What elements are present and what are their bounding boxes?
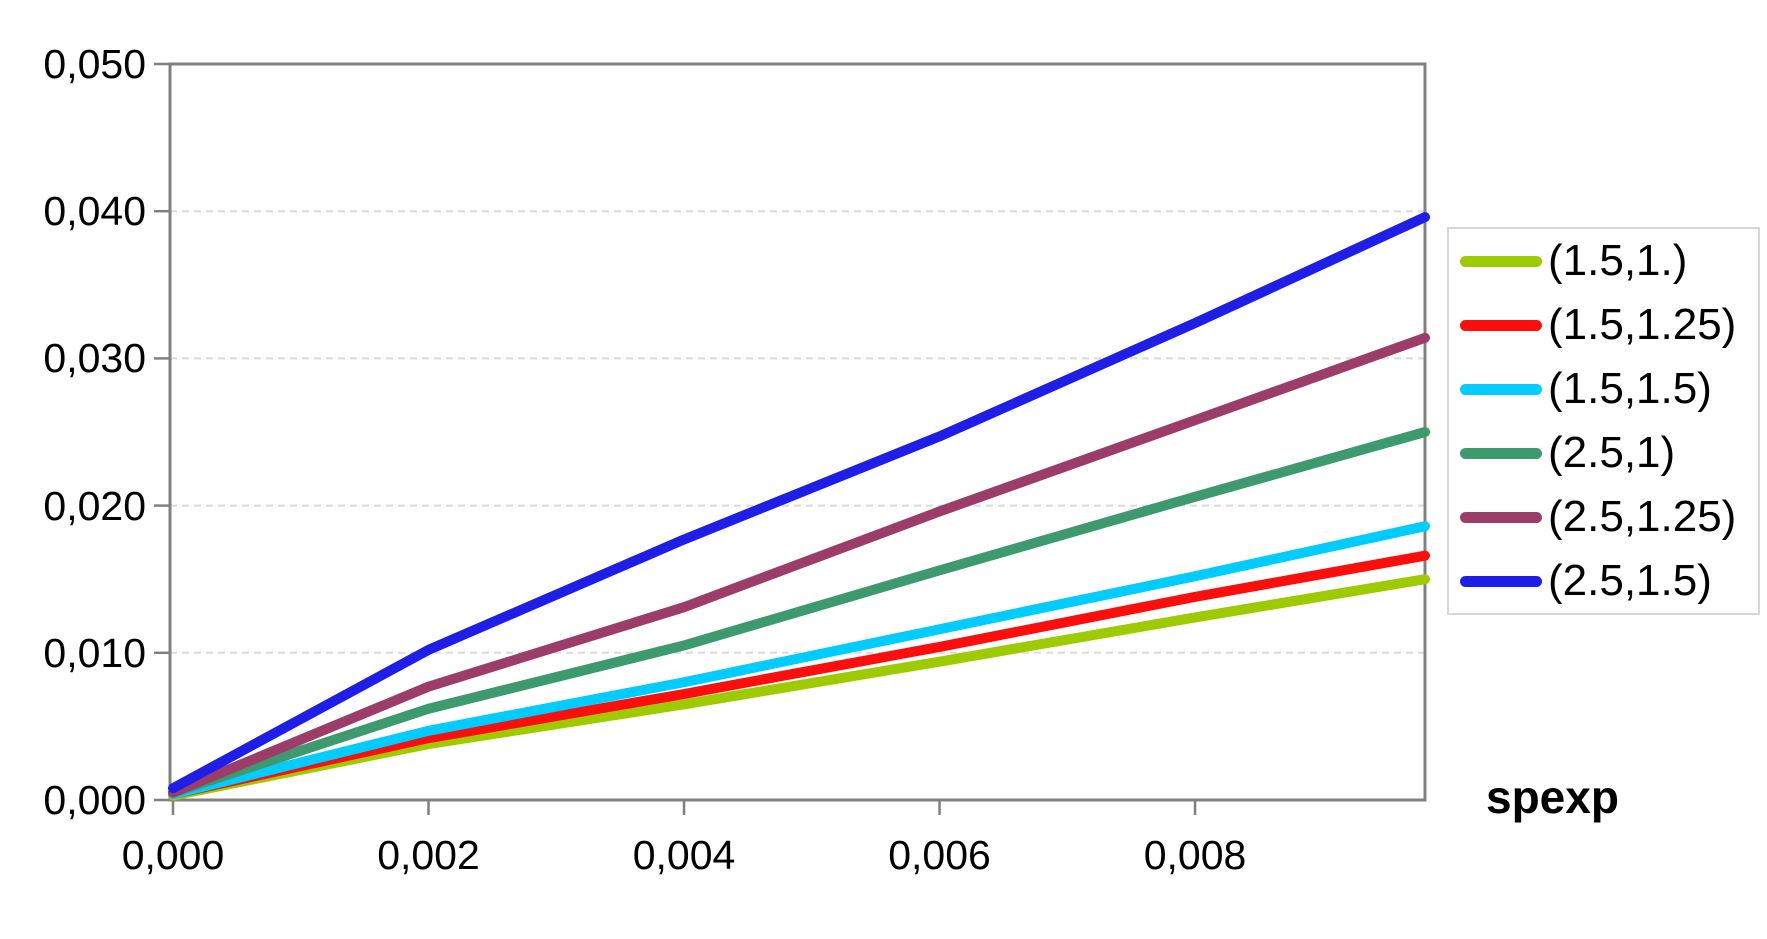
x-tick-label: 0,006 <box>888 832 991 878</box>
x-tick-label: 0,002 <box>377 832 480 878</box>
y-tick-label: 0,030 <box>43 335 146 382</box>
legend-label: (2.5,1.25) <box>1548 492 1737 541</box>
series-line-(1.5,1.) <box>168 574 1430 801</box>
legend-label: (1.5,1.) <box>1548 236 1688 285</box>
legend-item: (1.5,1.5) <box>1449 357 1758 421</box>
legend-line-swatch <box>1460 383 1542 395</box>
legend-label: (1.5,1.5) <box>1548 364 1712 413</box>
x-tick-label: 0,008 <box>1143 832 1247 878</box>
series-line-(1.5,1.5) <box>168 521 1430 800</box>
x-tick-label: 0,000 <box>121 832 225 878</box>
series-line-(2.5,1.5) <box>168 212 1430 794</box>
legend-item: (2.5,1.5) <box>1449 549 1758 613</box>
legend-item: (1.5,1.25) <box>1449 293 1758 357</box>
y-tick-label: 0,050 <box>43 41 146 87</box>
legend-line-swatch <box>1460 319 1542 331</box>
legend-line-swatch <box>1460 255 1542 267</box>
x-tick-label: 0,004 <box>632 832 736 878</box>
legend-line-swatch <box>1460 447 1542 459</box>
legend: (1.5,1.) (1.5,1.25) (1.5,1.5) (2.5,1) (2.5,1… <box>1447 227 1760 615</box>
y-tick-label: 0,020 <box>43 482 146 529</box>
y-tick-label: 0,040 <box>43 188 146 235</box>
x-axis-title: spexp <box>1486 771 1619 823</box>
y-tick-label: 0,010 <box>43 629 146 676</box>
series-line-(2.5,1.25) <box>168 332 1430 798</box>
series-line-(2.5,1) <box>168 427 1430 798</box>
legend-item: (2.5,1.25) <box>1449 485 1758 549</box>
legend-line-swatch <box>1460 511 1542 523</box>
y-tick-label: 0,000 <box>43 777 146 823</box>
series-line-(1.5,1.25) <box>168 550 1430 800</box>
legend-line-swatch <box>1460 575 1542 587</box>
legend-label: (2.5,1.5) <box>1548 556 1712 605</box>
legend-item: (2.5,1) <box>1449 421 1758 485</box>
legend-label: (1.5,1.25) <box>1548 300 1737 349</box>
legend-label: (2.5,1) <box>1548 428 1676 477</box>
legend-item: (1.5,1.) <box>1449 229 1758 293</box>
